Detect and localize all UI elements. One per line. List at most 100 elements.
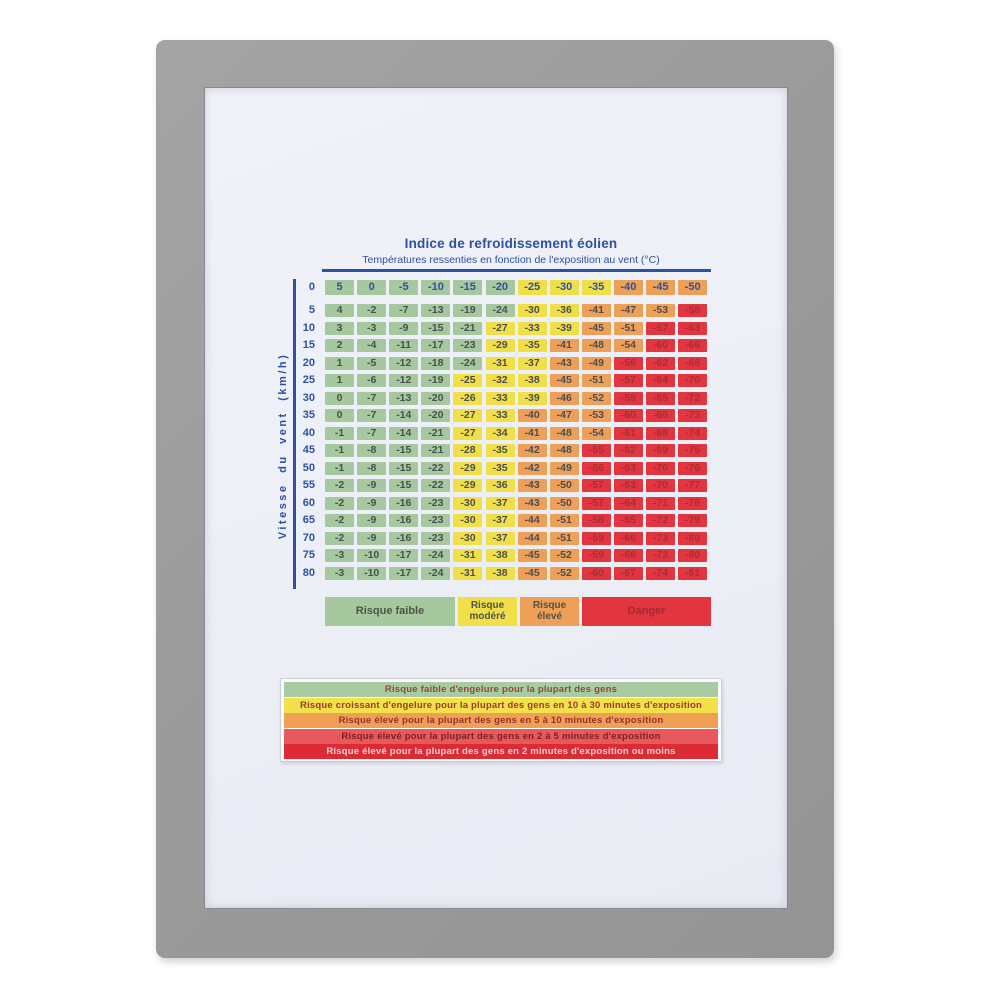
wind-speed-label: 30	[302, 391, 315, 404]
wind-chill-cell: -42	[517, 461, 547, 475]
wind-chill-cell: -38	[517, 374, 547, 388]
table-row: 65 -2 -9 -16 -23 -30 -37 -44 -51 -58 -65 -72 -79	[299, 514, 708, 528]
risk-strip: Risque élevé pour la plupart des gens en…	[284, 744, 718, 760]
wind-chill-cell: -23	[453, 339, 483, 353]
wind-chill-cell: -30	[453, 496, 483, 510]
wind-chill-cell: -54	[613, 339, 643, 353]
wind-chill-cell: -16	[389, 514, 419, 528]
wind-chill-cell: -2	[325, 496, 355, 510]
wind-chill-table: 0 5 0 -5 -10 -15 -20 -25 -30 -35 -40 -45 -50 5 4 -2 -7 -1…	[299, 280, 708, 584]
wind-chill-cell: -55	[581, 444, 611, 458]
wind-chill-cell: -15	[421, 321, 451, 335]
wind-chill-cell: -48	[581, 339, 611, 353]
wind-chill-cell: -12	[389, 356, 419, 370]
wind-chill-cell: -77	[678, 479, 708, 493]
wind-chill-cell: -37	[485, 496, 515, 510]
table-row: 35 0 -7 -14 -20 -27 -33 -40 -47 -53 -60 -66 -73	[299, 409, 708, 423]
wind-chill-cell: -60	[646, 339, 676, 353]
wind-speed-label: 50	[302, 461, 315, 474]
wind-chill-cell: -51	[613, 321, 643, 335]
table-row: 55 -2 -9 -15 -22 -29 -36 -43 -50 -57 -63 -70 -77	[299, 479, 708, 493]
wind-chill-cell: -74	[678, 426, 708, 440]
wind-chill-cell: -3	[325, 549, 355, 563]
wind-chill-cell: -75	[678, 444, 708, 458]
wind-chill-cell: -24	[421, 549, 451, 563]
wind-chill-cell: 0	[325, 409, 355, 423]
wind-chill-cell: -66	[678, 339, 708, 353]
temp-header-cell: -15	[453, 280, 483, 295]
wind-speed-label: 45	[302, 444, 315, 456]
wind-chill-cell: -79	[678, 514, 708, 528]
wind-chill-cell: -37	[485, 531, 515, 545]
wind-chill-cell: -29	[453, 479, 483, 493]
table-row: 50 -1 -8 -15 -22 -29 -35 -42 -49 -56 -63 -70 -76	[299, 461, 708, 476]
wind-chill-cell: -8	[357, 461, 387, 475]
wind-chill-cell: -13	[389, 391, 419, 405]
wind-speed-label: 10	[302, 321, 315, 334]
wind-chill-cell: -15	[389, 479, 419, 493]
wind-chill-cell: -20	[421, 391, 451, 405]
legend-box: Risque élevé	[520, 597, 579, 626]
wind-chill-cell: -35	[485, 461, 515, 475]
wind-chill-cell: -6	[357, 374, 387, 388]
wind-chill-cell: -47	[613, 304, 643, 318]
wind-chill-cell: -57	[581, 496, 611, 510]
table-row: 5 4 -2 -7 -13 -19 -24 -30 -36 -41 -47 -53 -58	[299, 304, 708, 318]
wind-chill-cell: -9	[357, 496, 387, 510]
wind-speed-label: 75	[302, 549, 315, 561]
wind-chill-cell: 0	[325, 391, 355, 405]
wind-chill-cell: -72	[646, 514, 676, 528]
wind-chill-cell: -58	[678, 304, 708, 318]
wind-chill-cell: -41	[549, 339, 579, 353]
wind-chill-cell: -19	[453, 304, 483, 318]
wind-chill-cell: -76	[678, 461, 708, 475]
wind-chill-cell: -21	[421, 426, 451, 440]
wind-chill-cell: -67	[613, 566, 643, 580]
wind-chill-cell: -65	[646, 391, 676, 405]
wind-chill-cell: -54	[581, 426, 611, 440]
legend-label: Risque	[532, 599, 567, 611]
wind-chill-cell: -45	[581, 321, 611, 335]
wind-chill-cell: -12	[389, 374, 419, 388]
wind-chill-cell: 1	[325, 356, 355, 370]
legend-label: Risque faible	[355, 604, 425, 617]
wind-chill-cell: -2	[357, 304, 387, 318]
wind-chill-cell: -64	[646, 374, 676, 388]
wind-chill-cell: -51	[581, 374, 611, 388]
wind-chill-cell: -43	[549, 356, 579, 370]
wind-chill-cell: -34	[485, 426, 515, 440]
wind-chill-cell: -22	[421, 461, 451, 475]
poster-sheet: Indice de refroidissement éolien Tempéra…	[204, 87, 788, 909]
wind-chill-cell: -58	[581, 514, 611, 528]
wind-chill-cell: -60	[581, 566, 611, 580]
legend-label: modéré	[469, 610, 506, 622]
wind-chill-cell: -63	[613, 461, 643, 475]
temp-header-cell: -40	[613, 280, 643, 295]
wind-chill-cell: -36	[485, 479, 515, 493]
table-row: 20 1 -5 -12 -18 -24 -31 -37 -43 -49 -56 -62 -68	[299, 356, 708, 371]
wind-chill-cell: -36	[549, 304, 579, 318]
risk-strips: Risque faible d'engelure pour la plupart…	[284, 682, 718, 760]
wind-chill-cell: -29	[453, 461, 483, 475]
wind-chill-cell: -7	[389, 304, 419, 318]
legend-label: Danger	[627, 604, 666, 617]
wind-chill-cell: -27	[453, 409, 483, 423]
wind-chill-cell: -59	[581, 549, 611, 563]
wind-chill-cell: -15	[389, 461, 419, 475]
wind-chill-cell: -17	[421, 339, 451, 353]
legend-label: Risque	[470, 599, 505, 611]
risk-legend: Risque faible Risque modéré Risque élevé Dang…	[325, 597, 711, 626]
wind-chill-cell: 2	[325, 339, 355, 353]
wind-chill-cell: -23	[421, 496, 451, 510]
wind-chill-cell: -1	[325, 461, 355, 475]
table-row: 25 1 -6 -12 -19 -25 -32 -38 -45 -51 -57 -64 -70	[299, 374, 708, 388]
wind-chill-cell: -29	[485, 339, 515, 353]
wind-speed-label: 20	[302, 356, 315, 369]
wind-chill-cell: -50	[549, 496, 579, 510]
wind-chill-cell: -18	[421, 356, 451, 370]
wind-speed-label: 25	[302, 374, 315, 386]
wind-chill-cell: -2	[325, 514, 355, 528]
wind-chill-cell: -31	[453, 549, 483, 563]
table-row: 80 -3 -10 -17 -24 -31 -38 -45 -52 -60 -67 -74 -81	[299, 566, 708, 581]
